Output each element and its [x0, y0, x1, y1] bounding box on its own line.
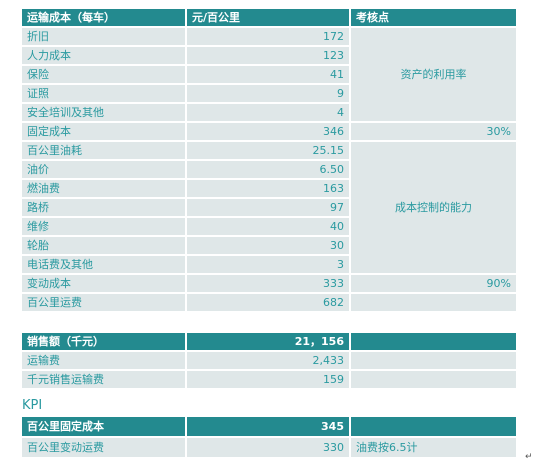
kpi-title: KPI [22, 398, 43, 413]
row-value: 30 [187, 237, 349, 254]
row-label: 百公里变动运费 [22, 438, 185, 457]
empty-cell [351, 333, 516, 350]
table-row: 路桥 97 [22, 199, 516, 216]
header-assessment: 考核点 [351, 9, 516, 26]
row-label: 电话费及其他 [22, 256, 185, 273]
table-row: 维修 40 [22, 218, 516, 235]
table-row: 千元销售运输费 159 [22, 371, 516, 388]
table-row: 保险 41 [22, 66, 516, 83]
row-value: 97 [187, 199, 349, 216]
row-value: 163 [187, 180, 349, 197]
fuel-note: 油费按6.5计 [351, 438, 516, 457]
table-row: 百公里油耗 25.15 成本控制的能力 [22, 142, 516, 273]
row-value: 123 [187, 47, 349, 64]
row-value: 4 [187, 104, 349, 121]
row-value: 25.15 [187, 142, 349, 159]
row-value: 682 [187, 294, 349, 311]
sales-table: 销售额（千元） 21，156 运输费 2,433 千元销售运输费 159 [20, 331, 518, 390]
row-value: 333 [187, 275, 349, 292]
paragraph-return-mark: ↵ [525, 452, 533, 462]
empty-cell [351, 417, 516, 436]
table-row-fixed-cost: 固定成本 346 30% [22, 123, 516, 140]
row-value: 40 [187, 218, 349, 235]
table-row: 安全培训及其他 4 [22, 104, 516, 121]
row-value: 330 [187, 438, 349, 457]
transport-cost-table: 运输成本（每车） 元/百公里 考核点 折旧 172 资产的利用率 人力成本 12… [20, 7, 518, 313]
kpi-header-row: 百公里固定成本 345 [22, 417, 516, 436]
table-row-freight-per-100km: 百公里运费 682 [22, 294, 516, 311]
table-row: 轮胎 30 [22, 237, 516, 254]
row-value: 159 [187, 371, 349, 388]
row-value: 6.50 [187, 161, 349, 178]
table-row: 运输费 2,433 [22, 352, 516, 369]
row-label: 人力成本 [22, 47, 185, 64]
row-label: 燃油费 [22, 180, 185, 197]
table-row: 证照 9 [22, 85, 516, 102]
table-row: 百公里变动运费 330 油费按6.5计 [22, 438, 516, 457]
row-label: 百公里运费 [22, 294, 185, 311]
row-label: 固定成本 [22, 123, 185, 140]
row-label: 千元销售运输费 [22, 371, 185, 388]
empty-cell [351, 294, 516, 311]
table-header-row: 运输成本（每车） 元/百公里 考核点 [22, 9, 516, 26]
table-row: 燃油费 163 [22, 180, 516, 197]
row-label: 轮胎 [22, 237, 185, 254]
header-per-100km: 元/百公里 [187, 9, 349, 26]
row-label: 变动成本 [22, 275, 185, 292]
row-value: 41 [187, 66, 349, 83]
kpi-table: 百公里固定成本 345 百公里变动运费 330 油费按6.5计 [20, 415, 518, 459]
row-label: 维修 [22, 218, 185, 235]
row-value: 2,433 [187, 352, 349, 369]
header-cost-item: 运输成本（每车） [22, 9, 185, 26]
sales-value: 21，156 [187, 333, 349, 350]
table-row-variable-cost: 变动成本 333 90% [22, 275, 516, 292]
row-value: 9 [187, 85, 349, 102]
table-row: 人力成本 123 [22, 47, 516, 64]
table-row: 折旧 172 资产的利用率 [22, 28, 516, 121]
row-value: 172 [187, 28, 349, 45]
cost-control-cell: 成本控制的能力 [351, 142, 516, 273]
sales-label: 销售额（千元） [22, 333, 185, 350]
row-label: 保险 [22, 66, 185, 83]
table-row: 电话费及其他 3 [22, 256, 516, 273]
row-value: 3 [187, 256, 349, 273]
empty-cell [351, 352, 516, 369]
row-value: 346 [187, 123, 349, 140]
sales-header-row: 销售额（千元） 21，156 [22, 333, 516, 350]
empty-cell [351, 371, 516, 388]
fixed-cost-percent: 30% [351, 123, 516, 140]
asset-utilization-cell: 资产的利用率 [351, 28, 516, 121]
row-label: 证照 [22, 85, 185, 102]
variable-cost-percent: 90% [351, 275, 516, 292]
kpi-fixed-value: 345 [187, 417, 349, 436]
row-label: 运输费 [22, 352, 185, 369]
row-label: 油价 [22, 161, 185, 178]
table-row: 油价 6.50 [22, 161, 516, 178]
kpi-fixed-label: 百公里固定成本 [22, 417, 185, 436]
row-label: 安全培训及其他 [22, 104, 185, 121]
row-label: 路桥 [22, 199, 185, 216]
row-label: 百公里油耗 [22, 142, 185, 159]
row-label: 折旧 [22, 28, 185, 45]
